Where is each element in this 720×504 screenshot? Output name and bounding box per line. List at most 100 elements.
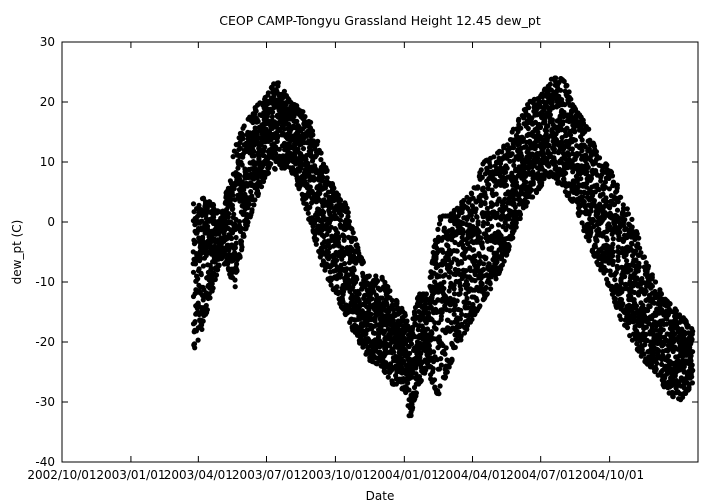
- data-point: [637, 245, 643, 251]
- data-point: [241, 123, 247, 129]
- data-point: [494, 258, 500, 264]
- data-point: [443, 345, 449, 351]
- data-point: [643, 288, 649, 294]
- data-point: [408, 341, 415, 347]
- data-point: [585, 164, 591, 170]
- data-point: [423, 291, 429, 297]
- data-point: [653, 366, 659, 372]
- data-point: [239, 162, 245, 168]
- data-point: [524, 199, 531, 205]
- data-point: [319, 227, 325, 233]
- data-point: [469, 217, 475, 223]
- data-point: [480, 245, 486, 251]
- data-point: [610, 236, 616, 242]
- data-point: [252, 197, 258, 203]
- data-point: [366, 273, 372, 279]
- data-point: [294, 118, 300, 124]
- data-point: [209, 281, 215, 287]
- data-point: [489, 245, 495, 251]
- data-point: [350, 230, 356, 236]
- data-point: [213, 272, 220, 278]
- data-point: [313, 241, 319, 247]
- data-point: [620, 301, 626, 307]
- data-point: [464, 295, 470, 301]
- data-point: [374, 278, 381, 284]
- data-point: [449, 226, 455, 232]
- data-point: [379, 295, 385, 301]
- data-point: [268, 161, 274, 167]
- data-point: [481, 261, 487, 267]
- data-point: [447, 264, 453, 270]
- data-point: [438, 356, 444, 362]
- data-point: [204, 307, 210, 313]
- data-point: [431, 377, 438, 383]
- data-point: [510, 235, 516, 241]
- data-point: [276, 146, 282, 152]
- data-point: [200, 263, 206, 269]
- data-point: [305, 210, 311, 216]
- data-point: [329, 233, 335, 239]
- data-point: [344, 266, 350, 272]
- chart-title: CEOP CAMP-Tongyu Grassland Height 12.45 …: [219, 13, 541, 28]
- data-point: [232, 277, 238, 283]
- data-point: [484, 220, 491, 227]
- data-point: [491, 154, 497, 160]
- data-point: [537, 124, 544, 131]
- data-point: [504, 165, 510, 171]
- data-point: [394, 300, 400, 306]
- data-point: [198, 272, 204, 278]
- data-point: [340, 289, 347, 295]
- data-point: [216, 262, 222, 268]
- data-point: [529, 187, 535, 193]
- data-point: [487, 281, 493, 287]
- data-point: [488, 286, 494, 292]
- data-point: [614, 185, 620, 191]
- data-point: [655, 347, 662, 353]
- data-point: [560, 119, 566, 125]
- data-point: [265, 170, 271, 176]
- data-point: [454, 248, 460, 254]
- data-point: [487, 163, 494, 170]
- data-point: [325, 256, 332, 262]
- data-point: [199, 326, 205, 332]
- data-point: [610, 241, 616, 247]
- data-point: [572, 129, 578, 135]
- data-point: [612, 277, 618, 283]
- data-point: [255, 191, 261, 197]
- data-point: [203, 302, 209, 309]
- data-point: [308, 119, 314, 125]
- data-point: [493, 191, 499, 197]
- data-point: [252, 125, 258, 131]
- data-point: [431, 349, 437, 355]
- data-point: [629, 216, 635, 222]
- data-point: [341, 233, 347, 239]
- data-point: [633, 303, 640, 309]
- data-point: [645, 263, 652, 269]
- data-point: [469, 316, 475, 322]
- data-point: [270, 109, 276, 115]
- data-point: [417, 354, 423, 361]
- data-point: [530, 181, 536, 187]
- data-point: [208, 265, 214, 271]
- data-point: [517, 211, 523, 217]
- data-point: [628, 267, 634, 273]
- data-point: [356, 298, 362, 304]
- data-point: [586, 238, 592, 244]
- data-point: [232, 250, 238, 256]
- data-point: [275, 80, 281, 86]
- data-point: [503, 182, 510, 188]
- data-point: [489, 223, 495, 229]
- data-point: [319, 248, 325, 254]
- data-point: [269, 114, 275, 120]
- data-point: [337, 217, 343, 223]
- data-point: [240, 136, 246, 142]
- data-point: [238, 238, 245, 245]
- data-point: [622, 217, 628, 223]
- data-point: [192, 345, 198, 351]
- data-point: [441, 285, 447, 292]
- data-point: [416, 374, 423, 380]
- data-point: [317, 190, 323, 197]
- data-point: [321, 209, 327, 215]
- data-point: [195, 337, 201, 343]
- data-point: [525, 125, 531, 132]
